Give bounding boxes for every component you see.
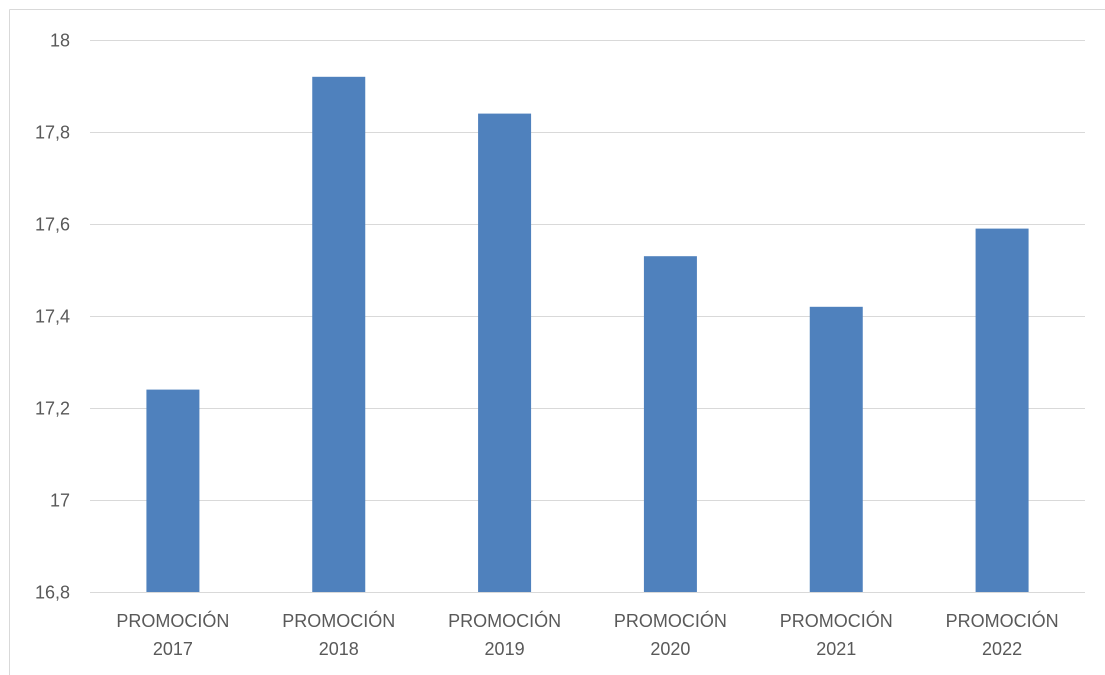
- bar: [478, 113, 532, 592]
- y-tick-label: 16,8: [35, 583, 70, 603]
- x-tick-label: 2017: [153, 639, 193, 659]
- x-tick-label: PROMOCIÓN: [282, 610, 395, 631]
- y-axis-ticks: 16,8 17 17,2 17,4 17,6 17,8 18: [35, 31, 70, 603]
- x-tick-label: PROMOCIÓN: [448, 610, 561, 631]
- x-tick-label: 2018: [319, 639, 359, 659]
- bars: [146, 76, 1029, 593]
- x-tick-label: PROMOCIÓN: [116, 610, 229, 631]
- y-tick-label: 17,8: [35, 123, 70, 143]
- bar: [809, 306, 863, 592]
- bar: [643, 256, 697, 592]
- x-tick-label: 2021: [816, 639, 856, 659]
- y-tick-label: 17,6: [35, 215, 70, 235]
- y-tick-label: 17,4: [35, 307, 70, 327]
- x-tick-label: 2022: [982, 639, 1022, 659]
- bar: [975, 228, 1029, 592]
- x-tick-label: PROMOCIÓN: [780, 610, 893, 631]
- x-tick-label: 2020: [650, 639, 690, 659]
- bar: [146, 389, 200, 592]
- chart-border: [9, 9, 1105, 675]
- y-tick-label: 17,2: [35, 399, 70, 419]
- x-tick-label: 2019: [485, 639, 525, 659]
- bar: [312, 76, 366, 593]
- x-axis-labels: PROMOCIÓN 2017 PROMOCIÓN 2018 PROMOCIÓN 2019 P…: [116, 610, 1058, 659]
- y-tick-label: 17: [50, 491, 70, 511]
- x-tick-label: PROMOCIÓN: [946, 610, 1059, 631]
- gridlines: [90, 40, 1085, 593]
- x-tick-label: PROMOCIÓN: [614, 610, 727, 631]
- y-tick-label: 18: [50, 31, 70, 51]
